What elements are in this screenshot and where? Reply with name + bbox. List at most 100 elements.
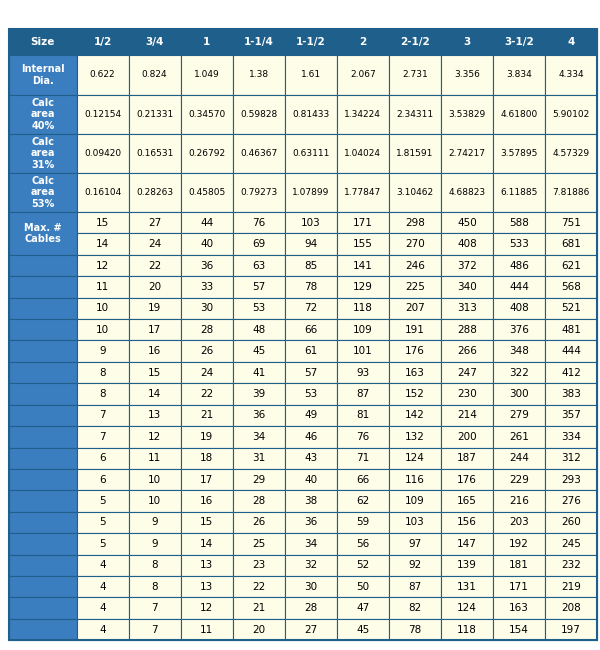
Bar — [77, 362, 128, 383]
Text: 681: 681 — [561, 239, 581, 249]
Bar — [285, 134, 337, 173]
Text: 53: 53 — [304, 389, 317, 399]
Bar — [285, 490, 337, 512]
Bar — [389, 134, 441, 173]
Text: 56: 56 — [356, 539, 370, 549]
Bar — [441, 597, 493, 619]
Bar — [77, 55, 128, 94]
Bar — [77, 94, 128, 134]
Text: 81: 81 — [356, 410, 370, 421]
Text: 486: 486 — [509, 261, 529, 270]
Text: 57: 57 — [304, 368, 317, 378]
Bar — [181, 341, 233, 362]
Text: 36: 36 — [200, 261, 214, 270]
Bar — [493, 319, 545, 341]
Bar — [77, 597, 128, 619]
Bar — [389, 533, 441, 554]
Bar — [77, 276, 128, 298]
Text: 214: 214 — [457, 410, 477, 421]
Bar — [233, 134, 285, 173]
Bar — [389, 576, 441, 597]
Text: 0.26792: 0.26792 — [188, 149, 225, 158]
Bar — [9, 554, 77, 576]
Text: 5: 5 — [100, 496, 106, 506]
Text: 481: 481 — [561, 325, 581, 335]
Bar — [493, 94, 545, 134]
Text: 78: 78 — [408, 625, 421, 634]
Text: 163: 163 — [405, 368, 425, 378]
Bar — [285, 619, 337, 640]
Bar — [337, 619, 389, 640]
Text: 2: 2 — [359, 37, 367, 47]
Text: 4: 4 — [100, 582, 106, 592]
Text: 200: 200 — [457, 432, 477, 442]
Text: 6: 6 — [100, 474, 106, 485]
Bar — [77, 512, 128, 533]
Bar — [285, 533, 337, 554]
Bar — [181, 55, 233, 94]
Bar — [77, 597, 128, 619]
Bar — [441, 173, 493, 212]
Bar — [233, 597, 285, 619]
Bar — [128, 362, 181, 383]
Bar — [233, 426, 285, 448]
Bar — [441, 362, 493, 383]
Text: 1.049: 1.049 — [194, 70, 220, 79]
Bar — [285, 173, 337, 212]
Text: 0.28263: 0.28263 — [136, 188, 173, 197]
Bar — [233, 319, 285, 341]
Bar — [181, 448, 233, 469]
Bar — [77, 426, 128, 448]
Bar — [233, 276, 285, 298]
Bar — [233, 362, 285, 383]
Bar — [493, 512, 545, 533]
Bar — [233, 212, 285, 233]
Text: 109: 109 — [405, 496, 425, 506]
Bar — [389, 94, 441, 134]
Bar — [128, 319, 181, 341]
Bar — [337, 448, 389, 469]
Bar — [337, 576, 389, 597]
Text: 62: 62 — [356, 496, 370, 506]
Bar — [493, 276, 545, 298]
Bar — [285, 405, 337, 426]
Bar — [441, 619, 493, 640]
Bar — [285, 469, 337, 490]
Bar — [285, 512, 337, 533]
Bar — [389, 255, 441, 276]
Bar — [128, 619, 181, 640]
Bar — [441, 276, 493, 298]
Bar — [441, 469, 493, 490]
Bar — [545, 448, 597, 469]
Bar — [545, 276, 597, 298]
Bar — [285, 448, 337, 469]
Bar — [285, 319, 337, 341]
Bar — [441, 512, 493, 533]
Bar — [77, 448, 128, 469]
Bar — [545, 255, 597, 276]
Bar — [77, 29, 128, 55]
Bar — [545, 173, 597, 212]
Text: 4: 4 — [100, 625, 106, 634]
Bar — [181, 554, 233, 576]
Text: 72: 72 — [304, 304, 317, 313]
Bar — [441, 134, 493, 173]
Bar — [285, 469, 337, 490]
Bar — [77, 212, 128, 233]
Bar — [441, 55, 493, 94]
Bar — [441, 619, 493, 640]
Text: 163: 163 — [509, 603, 529, 613]
Bar — [233, 55, 285, 94]
Text: 21: 21 — [200, 410, 214, 421]
Bar — [493, 405, 545, 426]
Bar — [128, 448, 181, 469]
Bar — [181, 134, 233, 173]
Text: 751: 751 — [561, 218, 581, 227]
Text: 9: 9 — [100, 346, 106, 356]
Text: 293: 293 — [561, 474, 581, 485]
Text: 29: 29 — [252, 474, 265, 485]
Bar — [285, 55, 337, 94]
Bar — [389, 134, 441, 173]
Bar — [77, 554, 128, 576]
Bar — [77, 554, 128, 576]
